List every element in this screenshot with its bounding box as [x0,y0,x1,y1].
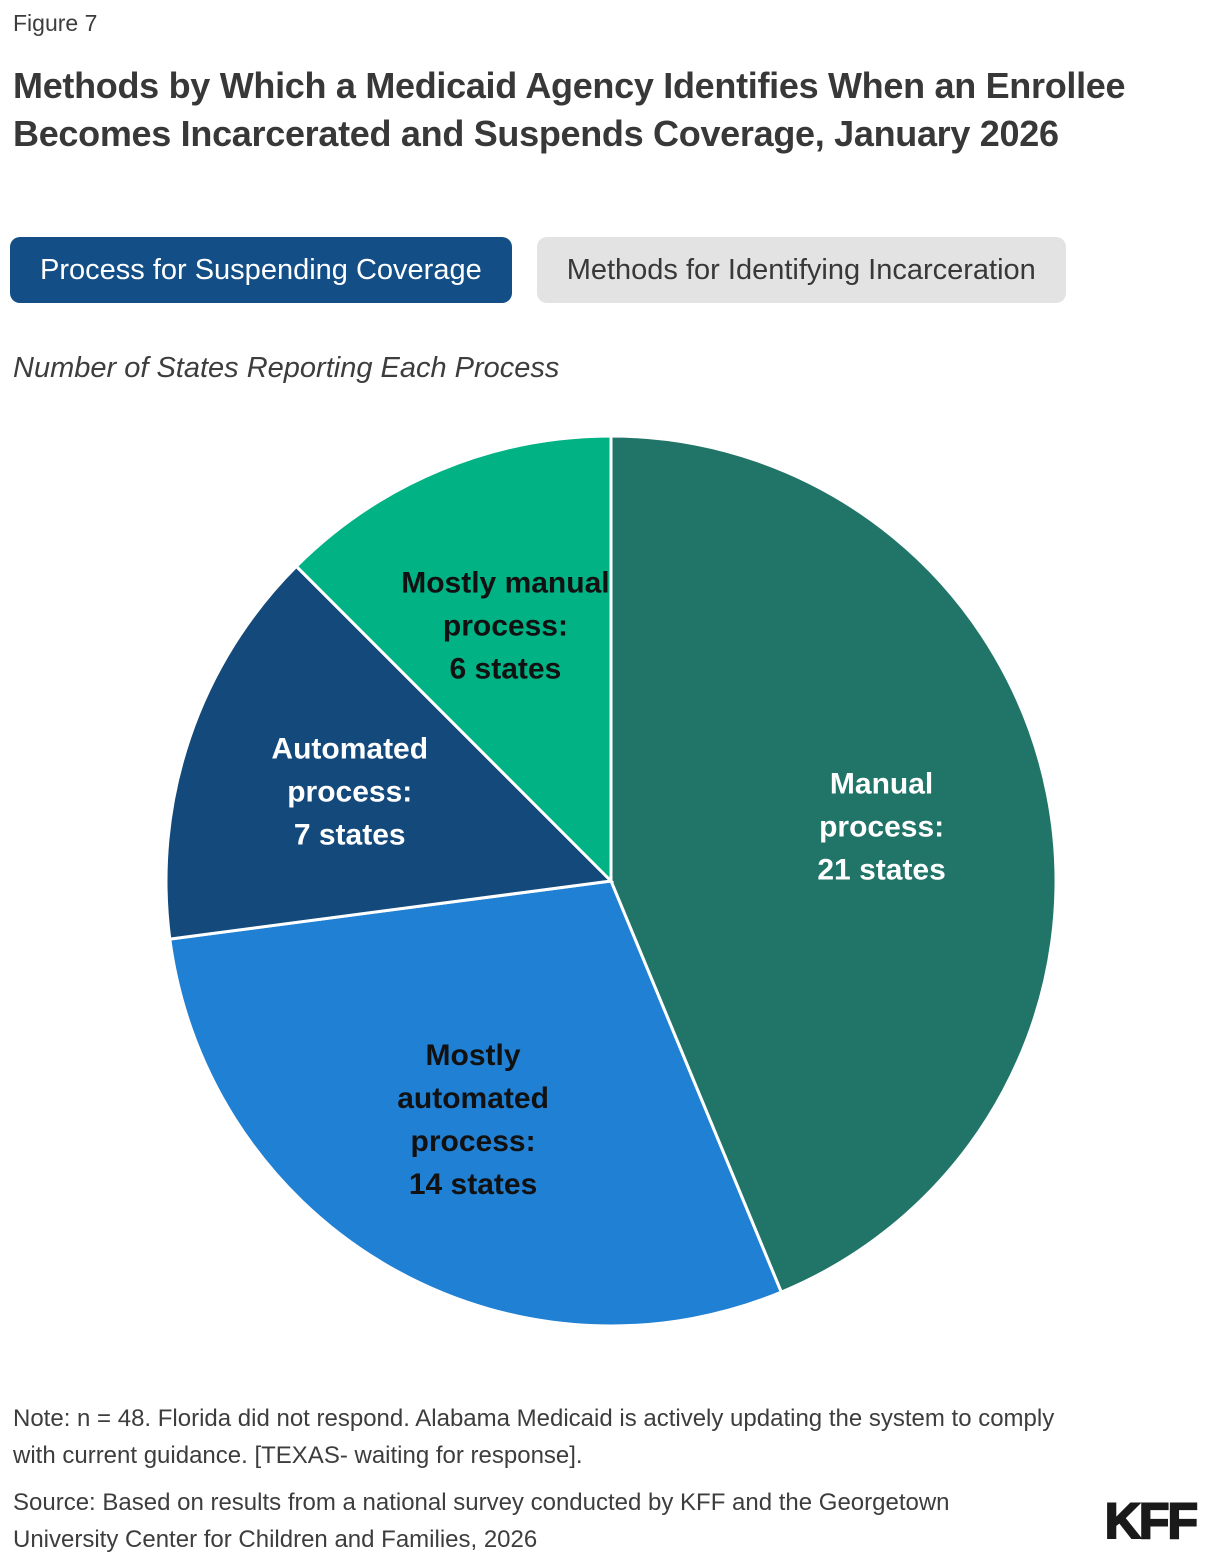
pie-slice-manual-process[interactable] [609,434,1058,1295]
pie-slice-mostly-manual-process[interactable] [294,434,613,885]
pie-chart: Manual process: 21 states Mostly automated pr… [163,433,1059,1329]
pie-slice-mostly-automated-process[interactable] [168,879,784,1328]
source-text: Source: Based on results from a national… [13,1489,950,1553]
pie-label-line: process: [410,1124,536,1158]
note-text: Note: n = 48. Florida did not respond. A… [13,1405,1055,1469]
chart-tabs: Process for Suspending Coverage Methods … [10,237,1066,303]
pie-label-line: process: [287,775,413,809]
pie-slice-automated-process[interactable] [164,564,615,941]
pie-label-automated-process: Automated process: 7 states [271,728,428,857]
pie-label-line: Mostly [425,1038,521,1072]
pie-label-mostly-automated-process: Mostly automated process: 14 states [397,1034,549,1206]
pie-label-line: Manual [829,767,934,801]
kff-logo: KFF [1104,1492,1199,1550]
pie-label-line: Automated [271,732,429,766]
pie-label-line: Mostly manual [401,566,610,600]
pie-chart-svg [164,434,1058,1328]
pie-label-line: 7 states [293,818,406,852]
pie-label-line: automated [397,1081,549,1115]
chart-subtitle: Number of States Reporting Each Process [13,352,560,384]
pie-label-line: 21 states [817,853,946,887]
pie-label-line: process: [442,609,568,643]
tab-process-for-suspending-coverage[interactable]: Process for Suspending Coverage [10,237,512,303]
pie-label-manual-process: Manual process: 21 states [817,763,945,892]
figure-label: Figure 7 [13,10,98,36]
pie-label-line: 6 states [449,652,562,686]
pie-label-line: process: [819,810,945,844]
tab-methods-for-identifying-incarceration[interactable]: Methods for Identifying Incarceration [536,237,1066,303]
page-title: Methods by Which a Medicaid Agency Ident… [13,65,1126,154]
pie-label-mostly-manual-process: Mostly manual process: 6 states [401,562,609,691]
pie-label-line: 14 states [408,1167,538,1201]
